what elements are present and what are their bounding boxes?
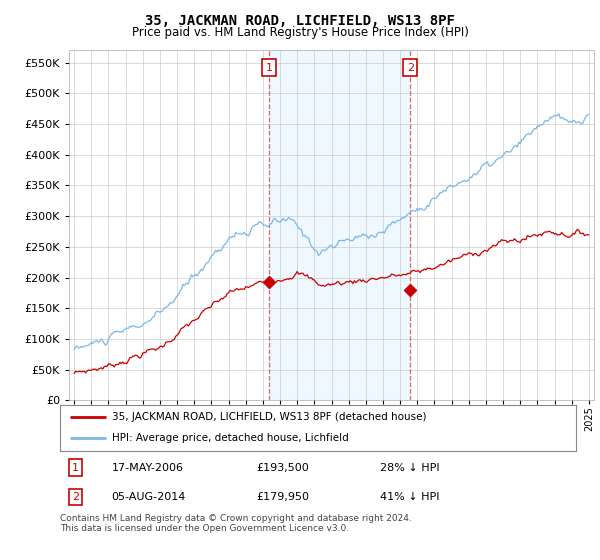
Text: £179,950: £179,950 — [256, 492, 309, 502]
Text: 05-AUG-2014: 05-AUG-2014 — [112, 492, 186, 502]
Text: 35, JACKMAN ROAD, LICHFIELD, WS13 8PF: 35, JACKMAN ROAD, LICHFIELD, WS13 8PF — [145, 14, 455, 28]
Text: 41% ↓ HPI: 41% ↓ HPI — [380, 492, 439, 502]
Text: 2: 2 — [72, 492, 79, 502]
Text: 1: 1 — [72, 463, 79, 473]
Text: Contains HM Land Registry data © Crown copyright and database right 2024.
This d: Contains HM Land Registry data © Crown c… — [60, 514, 412, 534]
Text: £193,500: £193,500 — [256, 463, 309, 473]
Text: 35, JACKMAN ROAD, LICHFIELD, WS13 8PF (detached house): 35, JACKMAN ROAD, LICHFIELD, WS13 8PF (d… — [112, 412, 426, 422]
Text: 28% ↓ HPI: 28% ↓ HPI — [380, 463, 440, 473]
Text: HPI: Average price, detached house, Lichfield: HPI: Average price, detached house, Lich… — [112, 433, 349, 444]
Text: 1: 1 — [266, 63, 273, 73]
Text: 2: 2 — [407, 63, 414, 73]
Text: Price paid vs. HM Land Registry's House Price Index (HPI): Price paid vs. HM Land Registry's House … — [131, 26, 469, 39]
Text: 17-MAY-2006: 17-MAY-2006 — [112, 463, 184, 473]
Bar — [269, 50, 410, 400]
